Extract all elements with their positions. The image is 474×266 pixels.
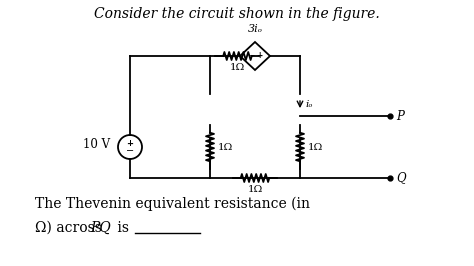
Text: The Thevenin equivalent resistance (in: The Thevenin equivalent resistance (in <box>35 197 310 211</box>
Text: +: + <box>256 52 262 60</box>
Text: Q: Q <box>396 172 406 185</box>
Text: 1Ω: 1Ω <box>308 143 323 152</box>
Text: +: + <box>127 139 134 148</box>
Text: 3iₒ: 3iₒ <box>247 24 263 34</box>
Text: is: is <box>113 221 129 235</box>
Text: 1Ω: 1Ω <box>247 185 263 194</box>
Text: P: P <box>396 110 404 123</box>
Text: −: − <box>248 52 254 60</box>
Text: 1Ω: 1Ω <box>218 143 233 152</box>
Text: 10 V: 10 V <box>83 139 110 152</box>
Text: Consider the circuit shown in the figure.: Consider the circuit shown in the figure… <box>94 7 380 21</box>
Text: 1Ω: 1Ω <box>230 63 245 72</box>
Text: Ω) across: Ω) across <box>35 221 106 235</box>
Text: iₒ: iₒ <box>305 100 312 109</box>
Text: PQ: PQ <box>90 221 111 235</box>
Text: −: − <box>126 146 134 156</box>
